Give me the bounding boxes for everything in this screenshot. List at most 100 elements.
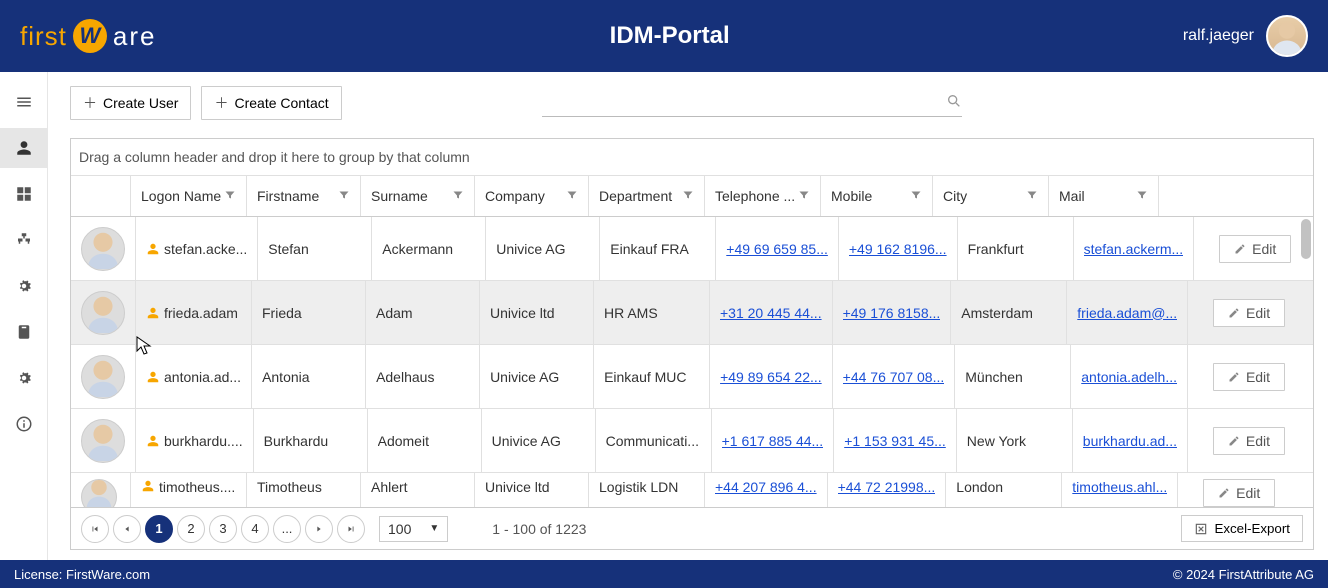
pager-next[interactable] [305, 515, 333, 543]
page-size-select[interactable]: 100 ▼ [379, 516, 448, 542]
filter-icon[interactable] [566, 188, 578, 204]
table-row[interactable]: antonia.ad...AntoniaAdelhausUnivice AGEi… [71, 345, 1313, 409]
cell-mail: frieda.adam@... [1067, 281, 1188, 344]
filter-icon[interactable] [798, 188, 810, 204]
cell-first: Burkhardu [254, 409, 368, 472]
filter-icon[interactable] [1136, 188, 1148, 204]
tel-link[interactable]: +49 89 654 22... [720, 369, 822, 385]
col-surname[interactable]: Surname [361, 176, 475, 216]
group-bar[interactable]: Drag a column header and drop it here to… [71, 139, 1313, 176]
excel-export-button[interactable]: Excel-Export [1181, 515, 1303, 542]
cell-tel: +1 617 885 44... [712, 409, 835, 472]
page-2[interactable]: 2 [177, 515, 205, 543]
tel-link[interactable]: +31 20 445 44... [720, 305, 822, 321]
sidebar-users-icon[interactable] [0, 128, 48, 168]
user-area[interactable]: ralf.jaeger [1183, 15, 1308, 57]
tel-link[interactable]: +44 207 896 4... [715, 479, 817, 495]
sidebar-gear-icon[interactable] [0, 358, 48, 398]
sidebar [0, 72, 48, 560]
filter-icon[interactable] [338, 188, 350, 204]
sidebar-grid-icon[interactable] [0, 174, 48, 214]
mail-link[interactable]: timotheus.ahl... [1072, 479, 1167, 495]
page-...[interactable]: ... [273, 515, 301, 543]
cell-logon: antonia.ad... [136, 345, 252, 408]
search-icon[interactable] [946, 93, 962, 112]
sidebar-settings-icon[interactable] [0, 266, 48, 306]
tel-link[interactable]: +1 617 885 44... [722, 433, 824, 449]
pager-first[interactable] [81, 515, 109, 543]
row-avatar[interactable] [81, 479, 117, 507]
filter-icon[interactable] [682, 188, 694, 204]
row-avatar[interactable] [81, 419, 125, 463]
col-department[interactable]: Department [589, 176, 705, 216]
edit-button[interactable]: Edit [1219, 235, 1291, 263]
mob-link[interactable]: +49 162 8196... [849, 241, 947, 257]
table-row[interactable]: stefan.acke...StefanAckermannUnivice AGE… [71, 217, 1313, 281]
col-firstname[interactable]: Firstname [247, 176, 361, 216]
user-icon [146, 306, 160, 320]
mob-link[interactable]: +44 72 21998... [838, 479, 936, 495]
edit-button[interactable]: Edit [1203, 479, 1275, 507]
filter-icon[interactable] [910, 188, 922, 204]
col-telephone[interactable]: Telephone ... [705, 176, 821, 216]
mail-link[interactable]: stefan.ackerm... [1084, 241, 1184, 257]
table-row[interactable]: burkhardu....BurkharduAdomeitUnivice AGC… [71, 409, 1313, 473]
search-input[interactable] [542, 95, 946, 111]
page-3[interactable]: 3 [209, 515, 237, 543]
mob-link[interactable]: +49 176 8158... [843, 305, 941, 321]
cell-tel: +31 20 445 44... [710, 281, 833, 344]
page-4[interactable]: 4 [241, 515, 269, 543]
cell-first: Stefan [258, 217, 372, 280]
edit-button[interactable]: Edit [1213, 427, 1285, 455]
row-avatar[interactable] [81, 291, 125, 335]
pager-prev[interactable] [113, 515, 141, 543]
portal-title: IDM-Portal [156, 22, 1182, 50]
search-box[interactable] [542, 89, 962, 117]
sidebar-menu-icon[interactable] [0, 82, 48, 122]
pager-last[interactable] [337, 515, 365, 543]
col-mobile[interactable]: Mobile [821, 176, 933, 216]
table-row[interactable]: frieda.adamFriedaAdamUnivice ltdHR AMS+3… [71, 281, 1313, 345]
mail-link[interactable]: frieda.adam@... [1077, 305, 1177, 321]
col-city[interactable]: City [933, 176, 1049, 216]
create-user-button[interactable]: ＋ Create User [70, 86, 191, 120]
mob-link[interactable]: +44 76 707 08... [843, 369, 945, 385]
filter-icon[interactable] [224, 188, 236, 204]
table-row[interactable]: timotheus....TimotheusAhlertUnivice ltdL… [71, 473, 1313, 507]
filter-icon[interactable] [452, 188, 464, 204]
col-mail[interactable]: Mail [1049, 176, 1159, 216]
cell-dept: Communicati... [596, 409, 712, 472]
page-size-value: 100 [388, 521, 411, 537]
row-avatar[interactable] [81, 227, 125, 271]
scrollbar-thumb[interactable] [1301, 219, 1311, 259]
avatar[interactable] [1266, 15, 1308, 57]
toolbar: ＋ Create User ＋ Create Contact [70, 86, 1314, 120]
edit-button[interactable]: Edit [1213, 363, 1285, 391]
cell-sur: Ackermann [372, 217, 486, 280]
cell-city: New York [957, 409, 1073, 472]
cell-edit: Edit [1194, 217, 1313, 280]
create-contact-button[interactable]: ＋ Create Contact [201, 86, 341, 120]
col-company[interactable]: Company [475, 176, 589, 216]
cell-mob: +49 162 8196... [839, 217, 958, 280]
cell-city: München [955, 345, 1071, 408]
cell-comp: Univice AG [486, 217, 600, 280]
sidebar-clipboard-icon[interactable] [0, 312, 48, 352]
tel-link[interactable]: +49 69 659 85... [726, 241, 828, 257]
create-contact-label: Create Contact [234, 95, 328, 111]
col-photo[interactable] [71, 176, 131, 216]
mail-link[interactable]: burkhardu.ad... [1083, 433, 1177, 449]
row-avatar[interactable] [81, 355, 125, 399]
filter-icon[interactable] [1026, 188, 1038, 204]
grid-body[interactable]: stefan.acke...StefanAckermannUnivice AGE… [71, 217, 1313, 507]
mob-link[interactable]: +1 153 931 45... [844, 433, 946, 449]
edit-button[interactable]: Edit [1213, 299, 1285, 327]
mail-link[interactable]: antonia.adelh... [1081, 369, 1177, 385]
sidebar-info-icon[interactable] [0, 404, 48, 444]
cell-logon: timotheus.... [131, 473, 247, 507]
cell-mail: timotheus.ahl... [1062, 473, 1178, 507]
sidebar-org-icon[interactable] [0, 220, 48, 260]
cell-first: Antonia [252, 345, 366, 408]
col-logon[interactable]: Logon Name [131, 176, 247, 216]
page-1[interactable]: 1 [145, 515, 173, 543]
